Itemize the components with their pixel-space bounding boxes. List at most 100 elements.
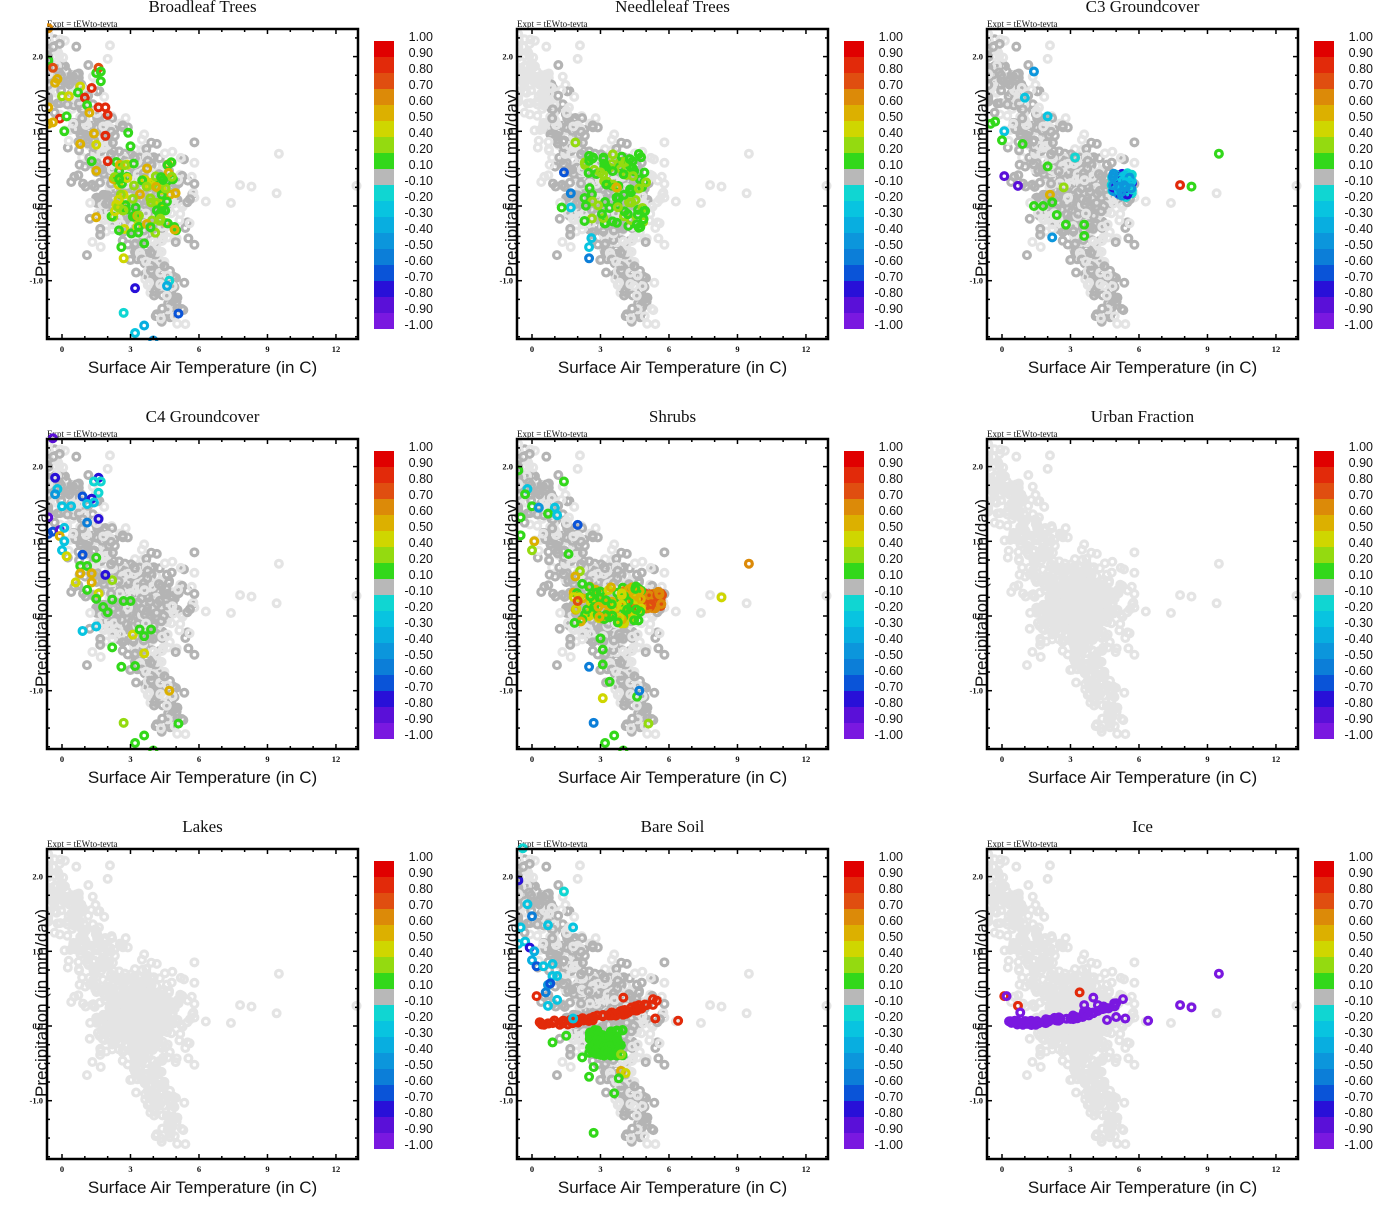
colorbar-label: -1.00 xyxy=(872,317,903,333)
data-point xyxy=(79,628,86,635)
colorbar-segment xyxy=(374,483,394,499)
background-point xyxy=(545,138,552,145)
background-point xyxy=(560,138,567,145)
colorbar-segment xyxy=(374,169,394,185)
colorbar-segment xyxy=(374,201,394,217)
background-point xyxy=(531,127,538,134)
background-point xyxy=(1168,200,1175,207)
colorbar-segment xyxy=(844,169,864,185)
background-point xyxy=(1093,140,1100,147)
data-point xyxy=(1177,182,1184,189)
background-point xyxy=(191,241,198,248)
data-point xyxy=(77,570,84,577)
background-point xyxy=(275,150,282,157)
data-point xyxy=(97,78,104,85)
background-point xyxy=(571,93,578,100)
background-point xyxy=(543,453,550,460)
colorbar xyxy=(844,41,864,329)
background-point xyxy=(1037,179,1044,186)
colorbar-segment xyxy=(844,233,864,249)
colorbar-segment xyxy=(374,153,394,169)
background-point xyxy=(603,269,610,276)
colorbar-label: -0.60 xyxy=(402,663,433,679)
background-point xyxy=(1037,244,1044,251)
background-point xyxy=(567,179,574,186)
colorbar-label: -0.90 xyxy=(402,711,433,727)
colorbar-label: -0.30 xyxy=(872,205,903,221)
colorbar-segment xyxy=(374,515,394,531)
colorbar-label: 0.60 xyxy=(402,503,433,519)
colorbar-segment xyxy=(374,57,394,73)
data-point xyxy=(120,255,127,262)
background-point xyxy=(85,62,92,69)
x-tick-label: 0 xyxy=(530,344,534,354)
data-point xyxy=(132,330,139,337)
background-point xyxy=(1041,93,1048,100)
background-point xyxy=(84,662,91,669)
colorbar-label: 0.70 xyxy=(1342,77,1373,93)
background-point xyxy=(652,321,659,328)
data-point xyxy=(1031,68,1038,75)
colorbar-label: -0.50 xyxy=(402,237,433,253)
background-point xyxy=(153,550,160,557)
colorbar-segment xyxy=(374,707,394,723)
colorbar-label: -0.20 xyxy=(1342,189,1373,205)
colorbar-label: 0.50 xyxy=(402,519,433,535)
background-point xyxy=(1213,190,1220,197)
data-point xyxy=(61,538,68,545)
background-point xyxy=(661,549,668,556)
background-point xyxy=(1004,112,1011,119)
background-point xyxy=(104,465,111,472)
background-point xyxy=(101,503,108,510)
background-point xyxy=(87,200,94,207)
colorbar-segment xyxy=(374,121,394,137)
background-point xyxy=(634,571,641,578)
background-point xyxy=(661,241,668,248)
x-tick-label: 3 xyxy=(598,344,602,354)
background-point xyxy=(745,150,752,157)
background-point xyxy=(191,159,198,166)
data-point xyxy=(102,104,109,111)
background-point xyxy=(191,651,198,658)
background-point xyxy=(1016,161,1023,168)
background-point xyxy=(554,252,561,259)
colorbar-label: 0.80 xyxy=(872,61,903,77)
colorbar-label: 0.90 xyxy=(1342,45,1373,61)
colorbar-segment xyxy=(374,627,394,643)
colorbar-label: 0.90 xyxy=(402,455,433,471)
colorbar-label: -0.80 xyxy=(402,285,433,301)
background-point xyxy=(1142,198,1149,205)
colorbar-label: -0.60 xyxy=(1342,253,1373,269)
colorbar-segment xyxy=(374,265,394,281)
background-point xyxy=(577,42,584,49)
y-tick-label: -1.0 xyxy=(500,276,513,286)
data-point xyxy=(59,503,66,510)
colorbar-label: 0.10 xyxy=(872,157,903,173)
colorbar-segment xyxy=(374,675,394,691)
colorbar-label: 0.70 xyxy=(402,77,433,93)
colorbar-label: 1.00 xyxy=(402,439,433,455)
points-layer xyxy=(45,435,360,754)
background-point xyxy=(107,452,114,459)
background-point xyxy=(182,731,189,738)
scatter-panel-broadleaf-trees: Broadleaf Trees Expt = tEWto-tevta Preci… xyxy=(0,0,460,400)
x-tick-label: 6 xyxy=(197,344,201,354)
colorbar-segment xyxy=(844,313,864,329)
colorbar-label: -0.40 xyxy=(872,221,903,237)
background-point xyxy=(1013,43,1020,50)
colorbar-segment xyxy=(1314,185,1334,201)
background-point xyxy=(521,109,528,116)
colorbar-label: 1.00 xyxy=(402,29,433,45)
colorbar-label: -0.80 xyxy=(402,695,433,711)
background-point xyxy=(644,730,651,737)
y-tick-label: 0.0 xyxy=(972,201,983,211)
colorbar-segment xyxy=(844,185,864,201)
background-point xyxy=(107,42,114,49)
background-point xyxy=(191,139,198,146)
x-tick-label: 0 xyxy=(60,754,64,764)
colorbar-label: -0.20 xyxy=(402,599,433,615)
scatter-panel-needleleaf-trees: Needleleaf Trees Expt = tEWto-tevta Prec… xyxy=(470,0,930,400)
background-point xyxy=(546,557,553,564)
